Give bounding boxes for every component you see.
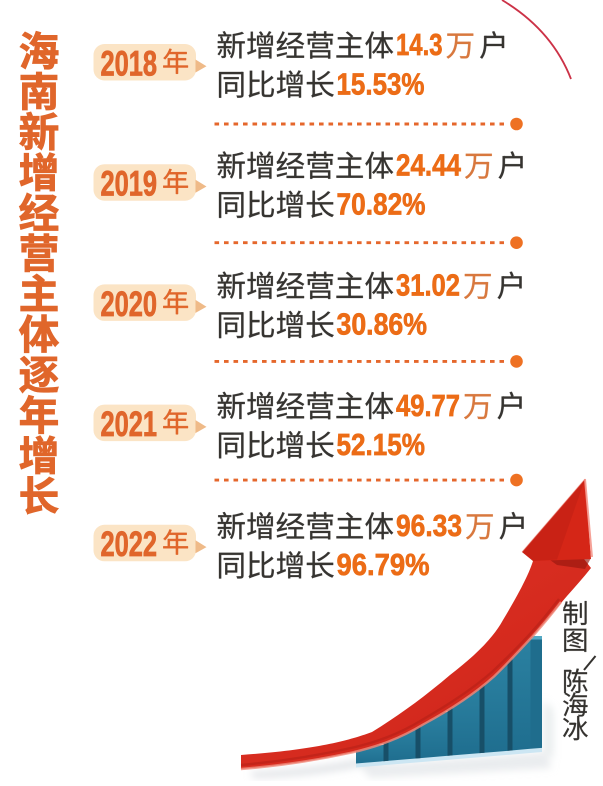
svg-text:2022: 2022 — [101, 524, 158, 564]
svg-text:14.3: 14.3 — [396, 27, 443, 62]
svg-text:2019: 2019 — [101, 164, 158, 204]
svg-text:96.79%: 96.79% — [337, 547, 430, 582]
svg-text:49.77: 49.77 — [396, 388, 460, 423]
svg-text:31.02: 31.02 — [396, 268, 460, 303]
svg-text:52.15%: 52.15% — [337, 427, 426, 462]
svg-text:15.53%: 15.53% — [337, 66, 425, 101]
svg-text:2018: 2018 — [101, 43, 158, 83]
svg-text:30.86%: 30.86% — [337, 307, 428, 342]
svg-text:2020: 2020 — [101, 284, 158, 324]
svg-text:70.82%: 70.82% — [337, 187, 426, 222]
svg-text:96.33: 96.33 — [396, 508, 462, 543]
svg-text:2021: 2021 — [101, 404, 158, 444]
svg-text:24.44: 24.44 — [396, 147, 462, 182]
